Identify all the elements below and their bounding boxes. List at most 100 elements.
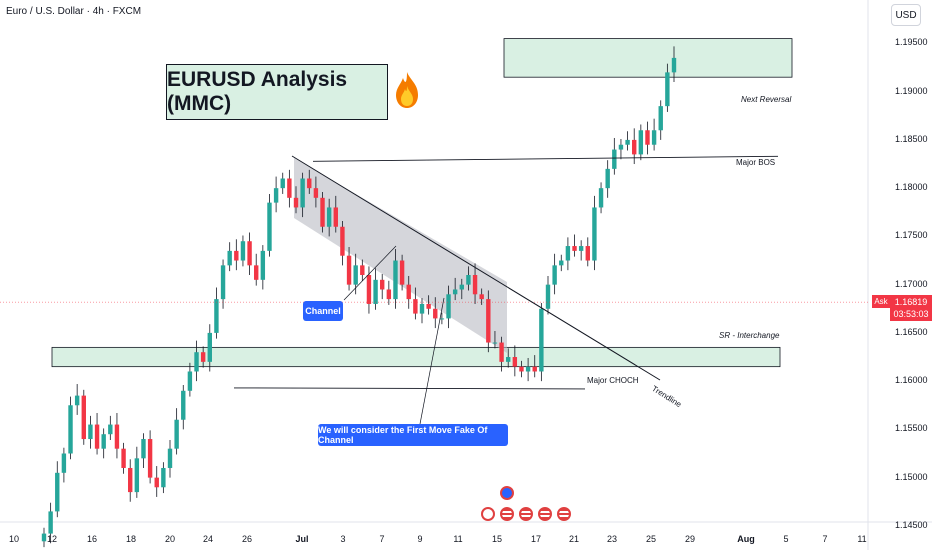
descending-channel — [294, 158, 507, 353]
bull-candle — [658, 106, 663, 131]
currency-button[interactable]: USD — [891, 4, 921, 26]
price-tick-label: 1.19500 — [895, 37, 928, 48]
bull-candle — [565, 246, 571, 261]
bear-candle — [234, 250, 239, 261]
bear-candle — [307, 178, 312, 189]
bull-candle — [240, 241, 246, 261]
time-tick-label: 11 — [857, 534, 867, 544]
us-flag-icon[interactable] — [519, 507, 533, 521]
bear-candle — [532, 366, 537, 372]
channel-label: Channel — [303, 301, 343, 321]
bull-candle — [280, 178, 285, 189]
time-tick-label: 24 — [202, 534, 214, 544]
bear-candle — [340, 226, 345, 256]
time-tick-label: 7 — [822, 534, 828, 544]
analysis-title-box: EURUSD Analysis (MMC) — [166, 64, 388, 120]
bull-candle — [55, 472, 60, 512]
bear-candle — [121, 448, 126, 468]
us-flag-icon[interactable] — [557, 507, 571, 521]
price-tick-label: 1.16500 — [895, 326, 928, 337]
current-price-tag: 1.16819 03:53:03 — [890, 295, 932, 321]
time-tick-label: 15 — [491, 534, 503, 544]
channel-pointer — [343, 245, 397, 301]
bull-candle — [174, 419, 179, 449]
time-tick-label: 21 — [568, 534, 580, 544]
economic-event-marker[interactable] — [500, 486, 514, 500]
bear-candle — [346, 255, 352, 285]
bull-candle — [134, 458, 140, 493]
bull-candle — [651, 130, 657, 145]
bull-candle — [612, 149, 617, 169]
bear-candle — [519, 366, 524, 372]
next-reversal-label: Next Reversal — [741, 95, 792, 104]
bear-candle — [413, 299, 418, 314]
bull-candle — [539, 308, 544, 372]
us-flag-icon[interactable] — [500, 507, 514, 521]
bull-candle — [605, 168, 610, 189]
time-tick-label: 7 — [379, 534, 385, 544]
bear-candle — [147, 439, 153, 478]
bull-candle — [300, 178, 305, 208]
bear-candle — [287, 178, 292, 198]
bear-candle — [94, 424, 100, 449]
bull-candle — [194, 352, 199, 372]
bull-candle — [373, 279, 378, 304]
bull-candle — [48, 511, 53, 534]
bear-candle — [499, 342, 504, 362]
bull-candle — [525, 366, 531, 372]
major-choch-line — [233, 387, 586, 390]
price-tick-label: 1.14500 — [895, 519, 928, 530]
bull-candle — [559, 260, 564, 266]
bear-candle — [360, 265, 365, 275]
bull-candle — [393, 260, 398, 300]
bull-candle — [141, 439, 146, 459]
time-tick-label: 11 — [453, 534, 463, 544]
fire-icon — [396, 72, 418, 108]
flash-icon[interactable] — [481, 507, 495, 521]
ask-tag: Ask — [872, 295, 890, 308]
bull-candle — [161, 467, 166, 488]
bear-candle — [433, 308, 438, 319]
fake-move-pointer — [419, 297, 445, 425]
bull-candle — [326, 207, 332, 227]
bull-candle — [68, 405, 73, 454]
bear-candle — [333, 207, 338, 227]
bull-candle — [671, 57, 677, 73]
bull-candle — [353, 265, 358, 285]
time-tick-label: 29 — [684, 534, 696, 544]
bear-candle — [128, 467, 133, 493]
bull-candle — [61, 453, 67, 473]
bull-candle — [88, 424, 93, 440]
bear-candle — [200, 352, 206, 362]
bear-candle — [154, 477, 159, 488]
bear-candle — [114, 424, 120, 449]
price-tick-label: 1.16000 — [895, 375, 928, 386]
price-tick-label: 1.17500 — [895, 230, 928, 241]
sr-interchange-label: SR - Interchange — [719, 331, 780, 340]
bear-candle — [386, 289, 392, 300]
bull-candle — [552, 265, 557, 285]
fake-move-label: We will consider the First Move Fake Of … — [318, 424, 508, 446]
bull-candle — [459, 284, 464, 290]
bear-candle — [572, 246, 577, 251]
major-choch-label: Major CHOCH — [587, 376, 639, 385]
bull-candle — [638, 130, 644, 155]
bear-candle — [254, 265, 259, 280]
bull-candle — [41, 533, 47, 542]
us-flag-icon[interactable] — [538, 507, 552, 521]
bear-candle — [512, 357, 518, 367]
time-tick-label: 20 — [164, 534, 176, 544]
bull-candle — [466, 275, 471, 285]
bull-candle — [439, 318, 445, 320]
symbol-title: Euro / U.S. Dollar · 4h · FXCM — [6, 6, 142, 17]
bull-candle — [273, 188, 279, 203]
time-tick-label: Aug — [737, 534, 755, 544]
bull-candle — [506, 357, 511, 362]
bull-candle — [419, 303, 425, 314]
bull-candle — [214, 299, 219, 333]
bear-candle — [406, 284, 411, 300]
bull-candle — [187, 371, 193, 391]
current-price-value: 1.16819 — [894, 297, 928, 307]
time-tick-label: 12 — [46, 534, 58, 544]
